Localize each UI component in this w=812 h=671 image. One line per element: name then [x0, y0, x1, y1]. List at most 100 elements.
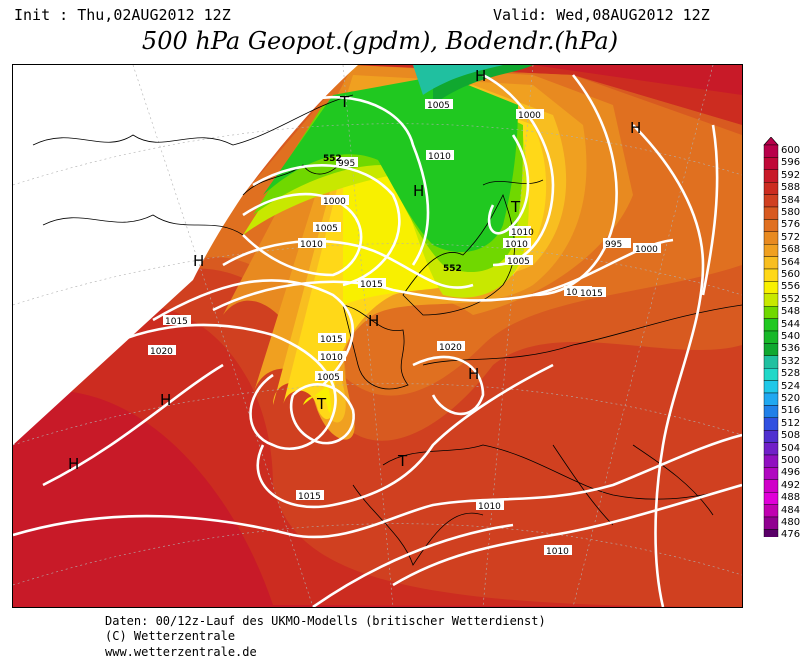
legend-label: 496 — [781, 467, 801, 479]
isobar-label: 995 — [338, 159, 355, 169]
legend-label: 584 — [781, 194, 801, 206]
high-pressure-marker: H — [413, 182, 424, 200]
legend-swatch — [763, 405, 779, 418]
legend-swatch — [763, 380, 779, 394]
legend-swatch — [763, 318, 779, 332]
legend-label: 568 — [781, 244, 801, 256]
legend-swatch — [763, 243, 779, 257]
legend-label: 512 — [781, 417, 801, 429]
field-544 — [263, 75, 518, 253]
isobar-label: 1005 — [507, 257, 530, 267]
low-pressure-marker: T — [397, 452, 408, 470]
legend-swatch — [763, 169, 779, 183]
legend-label: 540 — [781, 331, 801, 342]
legend-label: 500 — [781, 455, 801, 466]
legend-swatch — [763, 492, 779, 505]
high-pressure-marker: H — [630, 119, 641, 137]
legend-label: 536 — [781, 343, 801, 355]
high-pressure-marker: H — [468, 365, 479, 383]
high-pressure-marker: H — [193, 252, 204, 270]
legend-swatch — [763, 182, 779, 195]
legend-label: 484 — [781, 504, 801, 516]
isobar-label: 1010 — [546, 547, 569, 557]
legend-label: 528 — [781, 368, 801, 380]
legend-swatch — [763, 194, 779, 208]
legend-swatch — [763, 330, 779, 344]
isobar-label: 1010 — [300, 240, 323, 250]
legend-swatch — [763, 219, 779, 233]
legend-label: 600 — [781, 145, 801, 156]
high-pressure-marker: H — [368, 312, 379, 330]
legend-swatch — [763, 268, 779, 282]
legend-label: 524 — [781, 380, 801, 392]
low-pressure-marker: T — [339, 93, 350, 111]
isobar-label: 1000 — [323, 197, 346, 207]
isobar-label: 1005 — [427, 101, 450, 111]
isobar-label: 1015 — [165, 317, 188, 327]
legend-label: 556 — [781, 281, 801, 293]
isobar-label: 1000 — [635, 245, 658, 255]
legend-swatch — [763, 256, 779, 270]
color-legend — [762, 136, 780, 551]
legend-label: 492 — [781, 479, 801, 491]
footer-data-source: Daten: 00/12z-Lauf des UKMO-Modells (bri… — [105, 614, 546, 628]
weather-map: 1005 1000 995 1010 1005 1000 1010 1015 1… — [12, 64, 743, 608]
legend-label: 480 — [781, 517, 801, 528]
legend-bar — [763, 136, 779, 551]
coastlines — [32, 94, 742, 566]
legend-label: 544 — [781, 318, 801, 330]
legend-swatch — [763, 157, 779, 170]
legend-label: 580 — [781, 207, 801, 218]
legend-label: 576 — [781, 219, 801, 231]
isobar-label: 1010 — [428, 152, 451, 162]
legend-swatch — [763, 144, 779, 158]
legend-swatch — [763, 281, 779, 294]
height-labels: 552 552 — [323, 154, 462, 274]
isobar-label: 1020 — [439, 343, 462, 353]
legend-label: 552 — [781, 293, 801, 305]
legend-label: 532 — [781, 355, 801, 367]
legend-label: 488 — [781, 492, 801, 504]
isobar-label: 1000 — [518, 111, 541, 121]
legend-label: 572 — [781, 231, 801, 243]
isobar-label: 1015 — [298, 492, 321, 502]
isobar-label: 1015 — [580, 289, 603, 299]
high-pressure-marker: H — [68, 455, 79, 473]
legend-label: 548 — [781, 306, 801, 318]
legend-label: 596 — [781, 157, 801, 169]
legend-swatch — [763, 355, 779, 369]
legend-label: 516 — [781, 405, 801, 417]
isobar-label: 1005 — [315, 224, 338, 234]
legend-swatch — [763, 417, 779, 431]
legend-swatch — [763, 367, 779, 381]
high-pressure-marker: H — [160, 391, 171, 409]
map-title: 500 hPa Geopot.(gpdm), Bodendr.(hPa) — [141, 27, 619, 55]
height-label: 552 — [443, 264, 462, 274]
isobar-label: 1010 — [478, 502, 501, 512]
legend-swatch — [763, 467, 779, 480]
legend-swatch — [763, 293, 779, 307]
legend-swatch — [763, 529, 779, 542]
legend-swatch — [763, 343, 779, 356]
isobar-label: 1005 — [317, 373, 340, 383]
isobar-label: 1015 — [566, 288, 589, 298]
valid-time: Valid: Wed,08AUG2012 12Z — [493, 6, 710, 24]
legend-swatch — [763, 454, 779, 468]
isobar-label: 1015 — [320, 335, 343, 345]
legend-label: 508 — [781, 430, 801, 442]
legend-swatch — [763, 442, 779, 456]
field-536 — [413, 65, 503, 95]
legend-label: 476 — [781, 529, 801, 541]
height-label: 552 — [323, 154, 342, 164]
low-pressure-marker: T — [316, 395, 327, 413]
legend-swatch — [763, 504, 779, 518]
graticule — [13, 65, 742, 607]
legend-top-arrow — [763, 136, 779, 146]
legend-label: 588 — [781, 182, 801, 194]
legend-swatch — [763, 430, 779, 443]
isobar-label: 1020 — [150, 347, 173, 357]
high-pressure-marker: H — [475, 67, 486, 85]
footer-website: www.wetterzentrale.de — [105, 645, 257, 659]
legend-label: 520 — [781, 393, 801, 404]
legend-swatch — [763, 516, 779, 530]
